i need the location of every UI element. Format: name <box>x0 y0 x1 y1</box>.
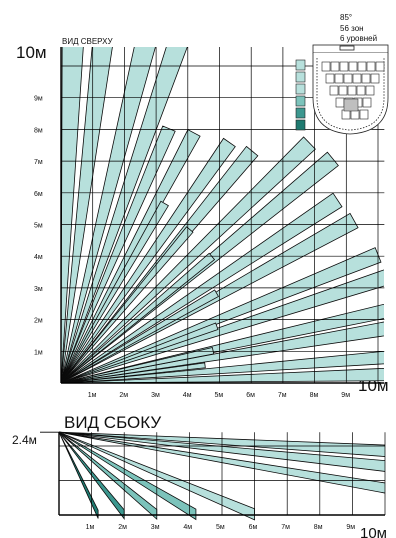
footprint-zone-cell <box>352 73 362 84</box>
footprint-zone-cell <box>321 61 331 72</box>
side-view-grid <box>40 431 386 516</box>
top-beam-7 <box>61 137 236 383</box>
side-x-tick-label: 8м <box>314 524 323 531</box>
footprint-zone-cell <box>348 61 358 72</box>
spec-panel: 85° 56 зон 6 уровней <box>295 13 389 135</box>
side-view-beams <box>59 431 385 521</box>
spec-angle: 85° <box>340 13 352 22</box>
footprint-zone-cell <box>341 109 351 120</box>
side-view: ВИД СБОКУ 2.4м 10м 1м 2м 3м 4м 5м 6м 7м 8м 9м <box>12 413 387 538</box>
spec-levels: 6 уровней <box>340 34 377 43</box>
side-x-tick-label: 1м <box>86 524 95 531</box>
level-legend <box>295 59 306 131</box>
top-beam-14 <box>61 269 384 383</box>
footprint-zone-cell <box>366 61 376 72</box>
top-beam-15 <box>61 303 384 383</box>
top-beam-5 <box>61 125 176 383</box>
side-view-title: ВИД СБОКУ <box>64 413 161 432</box>
footprint-zone-cell <box>370 73 380 84</box>
top-beam-17 <box>61 350 384 383</box>
top-x-tick-label: 7м <box>278 392 287 399</box>
footprint-zone-cell <box>330 61 340 72</box>
top-x-tick-label: 6м <box>246 392 255 399</box>
legend-level-swatch <box>295 119 306 131</box>
footprint-zone-cell <box>338 85 348 96</box>
top-y-tick-label: 2м <box>34 318 43 325</box>
footprint-zone-cell <box>329 85 339 96</box>
legend-level-swatch <box>295 95 306 107</box>
legend-level-swatch <box>295 107 306 119</box>
detector-zone-grid <box>321 61 385 120</box>
spec-zones: 56 зон <box>340 24 364 33</box>
top-beam-23 <box>61 322 219 383</box>
footprint-zone-cell <box>359 109 369 120</box>
top-beam-22 <box>61 289 220 383</box>
top-x-tick-label: 9м <box>341 392 350 399</box>
top-view-title: ВИД СВЕРХУ <box>62 37 113 46</box>
side-x-tick-label: 4м <box>183 524 192 531</box>
footprint-zone-cell <box>365 85 375 96</box>
footprint-zone-cell <box>357 61 367 72</box>
top-y-tick-label: 1м <box>34 349 43 356</box>
footprint-zone-cell <box>361 73 371 84</box>
top-x-tick-label: 1м <box>88 392 97 399</box>
top-x-tick-label: 3м <box>151 392 160 399</box>
footprint-center-block <box>343 98 359 112</box>
top-beam-24 <box>61 347 215 383</box>
top-beam-19 <box>61 200 169 383</box>
footprint-zone-cell <box>347 85 357 96</box>
footprint-zone-cell <box>350 109 360 120</box>
footprint-zone-cell <box>334 73 344 84</box>
top-y-tick-label: 4м <box>34 254 43 261</box>
side-beam-2 <box>59 431 385 472</box>
top-beam-20 <box>61 226 194 383</box>
legend-level-swatch <box>295 71 306 83</box>
footprint-zone-cell <box>356 85 366 96</box>
side-view-x-max-label: 10м <box>360 525 387 538</box>
top-view-x-ticks: 1м 2м 3м 4м 5м 6м 7м 8м 9м <box>88 392 350 399</box>
side-x-tick-label: 3м <box>151 524 160 531</box>
legend-level-swatch <box>295 59 306 71</box>
top-x-tick-label: 4м <box>183 392 192 399</box>
top-y-tick-label: 8м <box>34 127 43 134</box>
footprint-zone-cell <box>375 61 385 72</box>
top-x-tick-label: 8м <box>310 392 319 399</box>
footprint-zone-cell <box>362 97 372 108</box>
top-beam-2 <box>61 47 113 383</box>
side-x-tick-label: 7м <box>281 524 290 531</box>
top-y-tick-label: 3м <box>34 286 43 293</box>
side-view-height-label: 2.4м <box>12 433 37 447</box>
side-view-x-ticks: 1м 2м 3м 4м 5м 6м 7м 8м 9м <box>86 524 356 531</box>
top-view-y-max-label: 10м <box>16 43 47 62</box>
top-x-tick-label: 5м <box>215 392 224 399</box>
top-beam-25 <box>61 362 206 383</box>
top-beam-3 <box>61 47 156 383</box>
footprint-zone-cell <box>325 73 335 84</box>
top-view-grid <box>60 46 385 384</box>
top-x-tick-label: 2м <box>119 392 128 399</box>
footprint-zone-cell <box>335 97 345 108</box>
footprint-zone-cell <box>339 61 349 72</box>
footprint-zone-cell <box>343 73 353 84</box>
legend-level-swatch <box>295 83 306 95</box>
side-x-tick-label: 2м <box>118 524 127 531</box>
top-y-tick-label: 7м <box>34 159 43 166</box>
top-y-tick-label: 9м <box>34 96 43 103</box>
top-y-tick-label: 5м <box>34 223 43 230</box>
top-beam-18 <box>61 367 384 383</box>
side-x-tick-label: 5м <box>216 524 225 531</box>
top-y-tick-label: 6м <box>34 191 43 198</box>
side-x-tick-label: 6м <box>249 524 258 531</box>
side-beam-1 <box>59 431 385 457</box>
side-x-tick-label: 9м <box>346 524 355 531</box>
top-view-y-ticks: 9м 8м 7м 6м 5м 4м 3м 2м 1м <box>34 96 43 357</box>
